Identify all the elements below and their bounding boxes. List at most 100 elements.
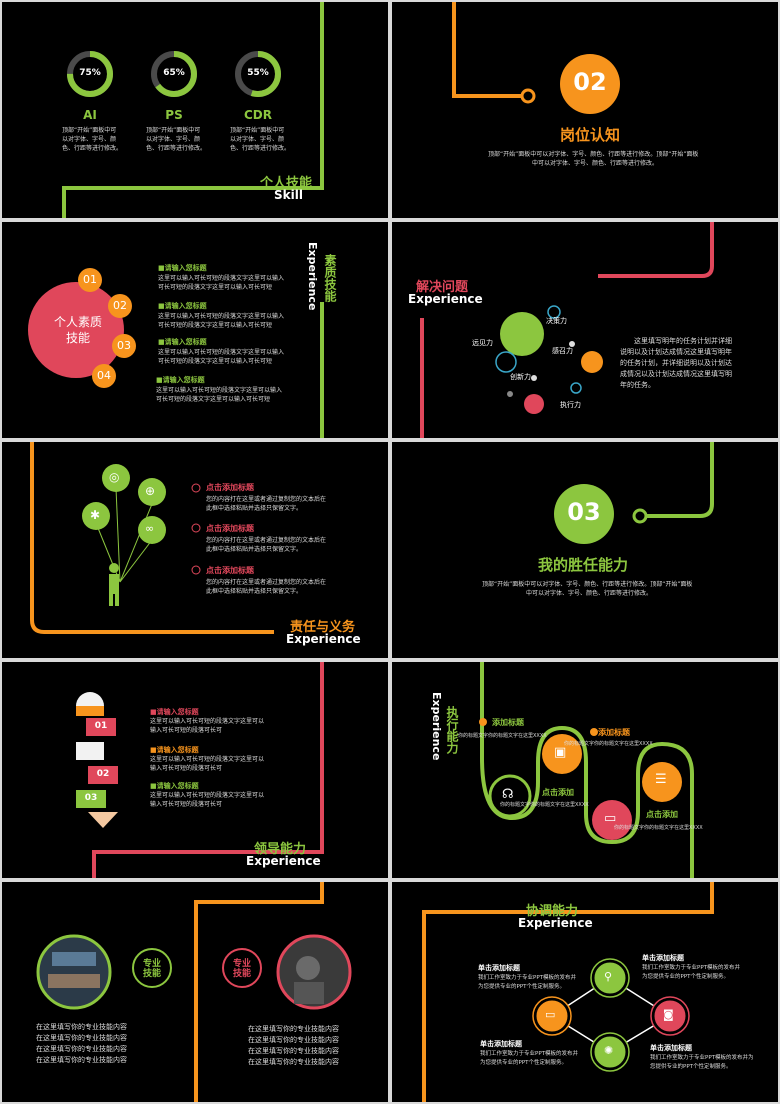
slide2-title: 岗位认知 [560,126,621,144]
slide10-title: 协调能力 [526,904,579,919]
slide-personal-skills: 75% 65% 55% AI PS CDR 顶部“开始”面板中可以对字体、字号、… [2,2,388,218]
left-line: 在这里填写你的专业技能内容 [36,1034,127,1042]
item-head: ■请输入您标题 [150,746,199,754]
slide8-subtitle: Experience [430,692,443,761]
skill-pct-ps: 65% [163,68,185,78]
slide1-title: 个人技能 [260,176,313,191]
monitor-icon: ▭ [545,1008,556,1021]
badge-03: 03 [117,339,131,352]
skill-desc-ps: 顶部“开始”面板中可以对字体、字号、颜色、行距等进行修改。 [146,127,207,152]
item-body: 这里可以输入可长可短的段落文字这里可以输入可长可短的段落文字这里可以输入可长可短 [158,275,285,291]
item-head: 点击添加 [646,810,678,819]
item-head: ■请输入您标题 [158,302,207,310]
slide2-decor [452,2,620,114]
slide9-decor [36,882,352,1102]
slide4-decor [420,222,714,438]
item-body: 我们工作室致力于专业PPT模板的发布并为您提供专业的PPT个性定制服务。 [478,975,576,990]
headset-icon: ☊ [502,787,514,802]
slide10-decor [422,882,714,1102]
slide2-desc-2: 中可以对字体、字号、颜色、行距等进行修改。 [532,160,659,167]
step-01: 01 [94,721,108,731]
item-head: 单击添加标题 [642,954,684,962]
label-influence: 感召力 [552,347,573,355]
slide7-decor [76,662,324,878]
slide10-subtitle: Experience [518,916,593,930]
item-body: 这里可以输入可长可短的段落文字这里可以输入可长可短的段落可长可 [150,756,265,772]
item-body: 我们工作室致力于专业PPT模板的发布并为您提供专业的PPT个性定制服务。 [650,1055,754,1070]
section-number-03: 03 [567,498,601,526]
slide-professional-skills: 专业技能 专业技能 在这里填写你的专业技能内容 在这里填写你的专业技能内容 在这… [2,882,388,1102]
item-body: 你的标题文字你的标题文字在这里XXXX [458,733,547,739]
item-head: ■请输入您标题 [158,264,207,272]
slide3-title: 素质技能 [323,254,337,302]
slide1-decor [62,2,324,218]
item-body: 你的标题文字你的标题文字在这里XXXX [564,741,653,747]
item-body: 我们工作室致力于专业PPT模板的发布并为您提供专业的PPT个性定制服务。 [480,1051,578,1066]
slide-leadership: 01 02 03 ■请输入您标题 这里可以输入可长可短的段落文字这里可以输入可长… [2,662,388,878]
item-body: 您的内容打在这里或者通过复制您的文本后在此框中选择粘贴并选择只保留文字。 [206,496,327,512]
right-line: 在这里填写你的专业技能内容 [248,1047,339,1055]
ball-icon: ✺ [604,1044,614,1057]
slide4-desc: 这里填写明年的任务计划并详细说明以及计划达成情况这里填写明年的任务计划，并详细说… [620,337,732,389]
item-body: 这里可以输入可长可短的段落文字这里可以输入可长可短的段落文字这里可以输入可长可短 [158,313,285,329]
target-icon: ◎ [109,470,120,484]
tv-icon: ▭ [604,811,617,826]
section-number-02: 02 [573,68,607,96]
slide-job-awareness: 02 岗位认知 顶部“开始”面板中可以对字体、字号、颜色、行距等进行修改。顶部“… [392,2,778,218]
camera-icon: ◙ [663,1008,674,1021]
item-head: 点击添加 [542,788,574,797]
skill-desc-ai: 顶部“开始”面板中可以对字体、字号、颜色、行距等进行修改。 [62,127,123,152]
quality-circle-label: 个人素质技能 [53,315,102,345]
slide-quality-skills: 个人素质技能 01 02 03 04 ■请输入您标题 这里可以输入可长可短的段落… [2,222,388,438]
badge-01: 01 [83,273,97,286]
item-head: 添加标题 [598,728,630,737]
slide5-subtitle: Experience [286,632,361,646]
slide3-subtitle: Experience [306,242,319,311]
badge-04: 04 [97,369,111,382]
bicycle-icon: ∞ [145,522,155,535]
item-head: 添加标题 [492,718,524,727]
badge-right: 专业技能 [232,959,251,979]
label-innovation: 创新力 [510,373,531,381]
slide2-desc-1: 顶部“开始”面板中可以对字体、字号、颜色、行距等进行修改。顶部“开始”面板 [488,151,699,158]
item-head: ■请输入您标题 [156,376,205,384]
slide-execution: ☊ ▣ ▭ ☰ 执行能力 Experience 添加标题 你的标题文字你的标题文… [392,662,778,878]
slide-responsibility: ◎ ⊕ ✱ ∞ 点击添加标题 您的内容打在这里或者通过复制您的文本后在此框中选择… [2,442,388,658]
skill-pct-cdr: 55% [247,68,269,78]
slide6-desc-1: 顶部“开始”面板中可以对字体、字号、颜色、行距等进行修改。顶部“开始”面板 [482,581,693,588]
label-execution: 执行力 [560,401,581,409]
skill-name-cdr: CDR [243,108,272,122]
item-body: 您的内容打在这里或者通过复制您的文本后在此框中选择粘贴并选择只保留文字。 [206,579,327,595]
right-line: 在这里填写你的专业技能内容 [248,1036,339,1044]
item-body: 您的内容打在这里或者通过复制您的文本后在此框中选择粘贴并选择只保留文字。 [206,537,327,553]
step-02: 02 [96,769,110,779]
slide4-title: 解决问题 [416,280,469,295]
item-body: 你的标题文字你的标题文字在这里XXXX [500,802,589,808]
item-head: 单击添加标题 [650,1044,692,1052]
slide4-subtitle: Experience [408,292,483,306]
globe-icon: ⊕ [145,484,156,498]
slide6-desc-2: 中可以对字体、字号、颜色、行距等进行修改。 [526,590,653,597]
right-line: 在这里填写你的专业技能内容 [248,1058,339,1066]
item-head: 单击添加标题 [480,1040,522,1048]
item-head: 单击添加标题 [478,964,520,972]
slide5-title: 责任与义务 [290,620,356,635]
item-head: ■请输入您标题 [158,338,207,346]
slide-problem-solving: 解决问题 Experience 决策力 远见力 感召力 创新力 执行力 这里填写… [392,222,778,438]
slide8-decor [479,662,694,878]
item-body: 我们工作室致力于专业PPT模板的发布并为您提供专业的PPT个性定制服务。 [642,965,740,980]
slide5-decor [30,442,274,634]
badge-02: 02 [113,299,127,312]
slide1-subtitle: Skill [274,188,303,202]
step-03: 03 [84,793,98,803]
right-line: 在这里填写你的专业技能内容 [248,1025,339,1033]
item-head: 点击添加标题 [206,483,254,492]
item-body: 这里可以输入可长可短的段落文字这里可以输入可长可短的段落可长可 [150,718,265,734]
lightbulb-icon: ✱ [90,508,101,522]
slide-coordination: ⚲ ▭ ◙ ✺ 协调能力 Experience 单击添加标题 我们工作室致力于专… [392,882,778,1102]
slide8-title: 执行能力 [445,706,459,754]
document-icon: ☰ [655,772,667,787]
slide6-title: 我的胜任能力 [538,556,629,574]
skill-name-ai: AI [83,108,97,122]
left-line: 在这里填写你的专业技能内容 [36,1056,127,1064]
